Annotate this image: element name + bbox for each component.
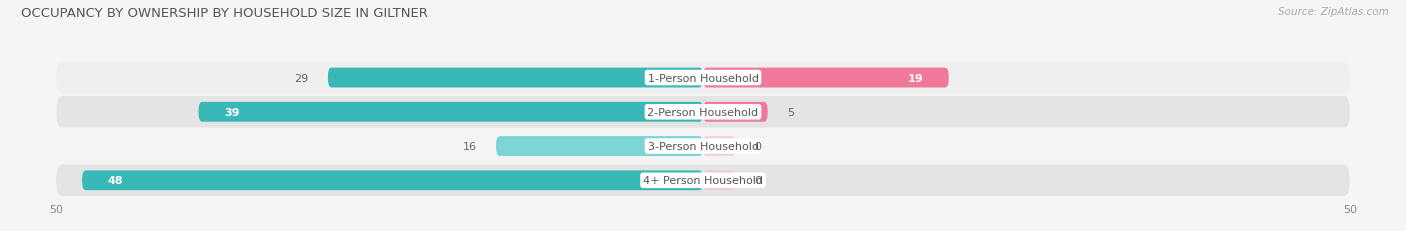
Text: Source: ZipAtlas.com: Source: ZipAtlas.com — [1278, 7, 1389, 17]
Text: 1-Person Household: 1-Person Household — [648, 73, 758, 83]
Text: 5: 5 — [787, 107, 794, 117]
Text: 19: 19 — [907, 73, 922, 83]
Text: 39: 39 — [225, 107, 240, 117]
FancyBboxPatch shape — [703, 137, 735, 156]
Text: 3-Person Household: 3-Person Household — [648, 141, 758, 151]
FancyBboxPatch shape — [703, 102, 768, 122]
Text: 2-Person Household: 2-Person Household — [647, 107, 759, 117]
FancyBboxPatch shape — [56, 131, 1350, 162]
FancyBboxPatch shape — [703, 171, 735, 190]
FancyBboxPatch shape — [56, 63, 1350, 94]
Text: 29: 29 — [294, 73, 308, 83]
FancyBboxPatch shape — [198, 102, 703, 122]
Text: 16: 16 — [463, 141, 477, 151]
Text: 4+ Person Household: 4+ Person Household — [643, 176, 763, 185]
FancyBboxPatch shape — [496, 137, 703, 156]
Text: OCCUPANCY BY OWNERSHIP BY HOUSEHOLD SIZE IN GILTNER: OCCUPANCY BY OWNERSHIP BY HOUSEHOLD SIZE… — [21, 7, 427, 20]
Text: 0: 0 — [755, 176, 762, 185]
FancyBboxPatch shape — [328, 68, 703, 88]
Text: 0: 0 — [755, 141, 762, 151]
Text: 48: 48 — [108, 176, 124, 185]
FancyBboxPatch shape — [82, 171, 703, 190]
FancyBboxPatch shape — [56, 165, 1350, 196]
FancyBboxPatch shape — [56, 97, 1350, 128]
FancyBboxPatch shape — [703, 68, 949, 88]
